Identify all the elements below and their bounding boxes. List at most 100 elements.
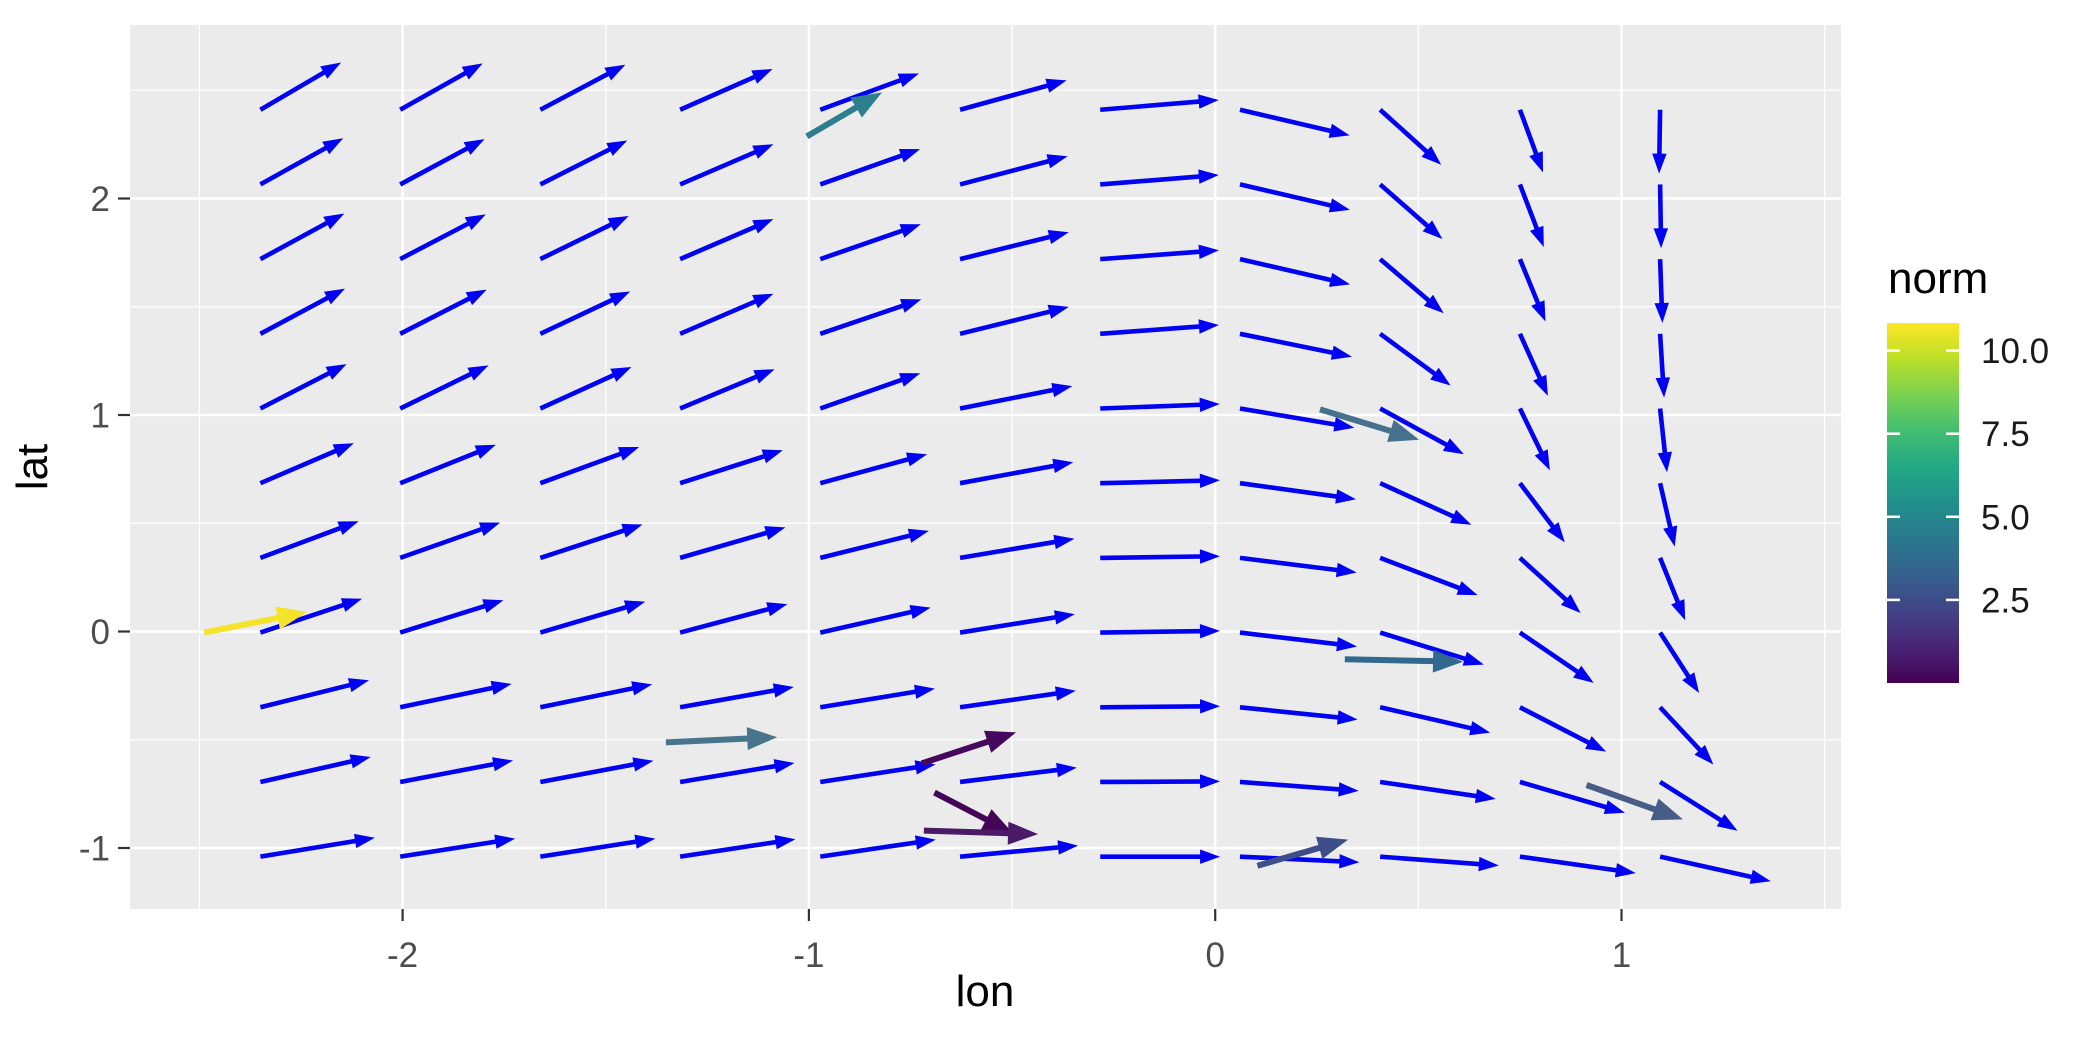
y-tick-label: -1 xyxy=(79,830,110,869)
field-arrow-head xyxy=(604,64,626,81)
field-arrow-head xyxy=(1614,863,1636,878)
outlier-arrow-head xyxy=(850,92,882,118)
outlier-arrow-head xyxy=(1387,419,1420,442)
field-arrow-shaft xyxy=(399,67,474,112)
field-arrow-shaft xyxy=(1519,854,1625,874)
field-arrow-head xyxy=(907,528,929,543)
field-arrow-head xyxy=(772,683,794,698)
field-arrow-shaft xyxy=(1517,183,1542,237)
field-arrow-shaft xyxy=(679,371,765,411)
field-arrow-shaft xyxy=(1100,628,1209,635)
field-arrow-shaft xyxy=(1517,108,1542,162)
field-arrow-shaft xyxy=(539,369,622,411)
y-tick-label: 2 xyxy=(91,180,110,219)
field-arrow-head xyxy=(1335,489,1356,504)
legend-tick-label: 2.5 xyxy=(1981,581,2030,620)
field-arrow-shaft xyxy=(1657,408,1668,461)
field-arrow-shaft xyxy=(539,448,629,486)
field-arrow-head xyxy=(773,759,795,774)
field-arrow-shaft xyxy=(399,217,477,262)
field-arrow-head xyxy=(1330,345,1352,360)
field-arrow-shaft xyxy=(819,455,917,486)
field-arrow-head xyxy=(1051,383,1073,398)
field-arrow-shaft xyxy=(259,445,344,486)
field-arrow-head xyxy=(897,73,919,88)
field-arrow-shaft xyxy=(1657,557,1683,611)
field-arrow-shaft xyxy=(539,760,643,785)
field-arrow-shaft xyxy=(539,684,641,710)
field-arrow-shaft xyxy=(1100,98,1207,113)
field-arrow-shaft xyxy=(1379,705,1479,733)
field-arrow-shaft xyxy=(679,604,777,635)
field-arrow-shaft xyxy=(1239,331,1341,357)
field-arrow-head xyxy=(1337,710,1358,725)
outlier-arrow-shaft xyxy=(1256,841,1332,869)
field-arrow-shaft xyxy=(819,226,911,262)
field-arrow-head xyxy=(752,293,774,309)
field-arrow-head xyxy=(1338,782,1359,797)
field-arrow-head xyxy=(337,521,359,535)
field-arrow-head xyxy=(617,447,640,461)
field-arrow-shaft xyxy=(399,524,490,561)
field-arrow-head xyxy=(1421,146,1442,165)
field-arrow-shaft xyxy=(1239,182,1339,210)
field-arrow-shaft xyxy=(1100,478,1209,486)
field-arrow-shaft xyxy=(1239,779,1347,793)
field-arrow-head xyxy=(1531,300,1546,322)
outlier-arrow-head xyxy=(984,730,1017,753)
field-arrow-shaft xyxy=(1100,554,1209,561)
field-arrow-shaft xyxy=(1378,182,1435,233)
field-arrow-head xyxy=(751,69,773,84)
field-arrow-head xyxy=(1749,869,1771,884)
field-arrow-head xyxy=(347,678,369,693)
field-arrow-shaft xyxy=(959,538,1063,561)
field-arrow-head xyxy=(900,299,922,313)
field-arrow-shaft xyxy=(259,600,352,635)
field-arrow-shaft xyxy=(539,68,616,112)
field-arrow-shaft xyxy=(959,386,1061,411)
field-arrow-shaft xyxy=(1379,779,1485,800)
field-arrow-shaft xyxy=(1517,332,1546,386)
field-arrow-head xyxy=(1547,522,1565,543)
field-arrow-shaft xyxy=(1100,703,1209,710)
field-arrow-shaft xyxy=(1518,556,1574,607)
field-arrow-shaft xyxy=(539,526,632,561)
x-tick-label: 0 xyxy=(1205,936,1224,975)
field-arrow-head xyxy=(332,443,354,458)
field-arrow-shaft xyxy=(1379,555,1468,593)
field-arrow-head xyxy=(1200,849,1221,864)
field-arrow-head xyxy=(764,526,786,540)
field-arrow-head xyxy=(621,523,643,538)
x-tick-label: -2 xyxy=(387,936,418,975)
field-arrow-head xyxy=(1335,562,1357,578)
field-arrow-head xyxy=(464,214,486,231)
field-arrow-head xyxy=(1478,856,1499,872)
field-arrow-head xyxy=(320,62,342,79)
field-arrow-head xyxy=(474,444,496,459)
field-arrow-head xyxy=(1654,302,1669,323)
field-arrow-shaft xyxy=(1239,406,1343,428)
outlier-arrow-shaft xyxy=(920,735,1000,767)
field-arrow-head xyxy=(1533,374,1548,396)
field-arrow-head xyxy=(323,213,345,230)
field-arrow-shaft xyxy=(399,447,486,486)
legend-tick-label: 7.5 xyxy=(1981,415,2030,454)
field-arrow-head xyxy=(1663,525,1678,547)
field-arrow-head xyxy=(1671,599,1686,621)
field-arrow-head xyxy=(1534,449,1550,471)
field-arrow-head xyxy=(774,835,796,850)
field-arrow-shaft xyxy=(959,613,1064,635)
field-arrow-head xyxy=(1653,228,1668,249)
field-arrow-shaft xyxy=(1518,481,1560,535)
field-arrow-head xyxy=(898,149,921,163)
field-arrow-shaft xyxy=(1656,109,1663,162)
outlier-arrow-head xyxy=(980,809,1013,834)
field-arrow-shaft xyxy=(1378,331,1443,381)
field-arrow-shaft xyxy=(399,142,476,187)
field-arrow-shaft xyxy=(819,150,910,187)
field-arrow-head xyxy=(1328,123,1350,138)
field-arrow-shaft xyxy=(679,71,763,112)
field-arrow-shaft xyxy=(1239,107,1339,135)
field-arrow-head xyxy=(354,833,375,849)
